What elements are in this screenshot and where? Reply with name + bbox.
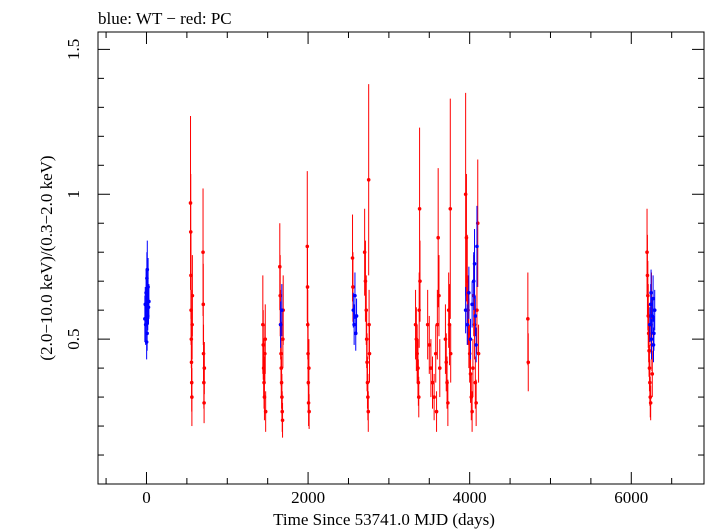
plot-frame	[97, 31, 705, 485]
data-point-pc	[470, 409, 474, 414]
data-point-pc	[201, 250, 205, 255]
data-point-pc	[476, 351, 481, 356]
data-point-pc	[280, 418, 285, 423]
data-point-pc	[351, 285, 355, 289]
data-point-pc	[202, 366, 207, 370]
data-point-pc	[437, 293, 441, 298]
y-tick-label: 0.5	[64, 329, 83, 350]
data-point-pc	[434, 409, 439, 414]
data-point-pc	[366, 409, 371, 414]
data-point-pc	[471, 366, 475, 370]
x-tick-label: 4000	[453, 488, 487, 507]
data-point-pc	[526, 317, 530, 321]
series-layer	[143, 84, 657, 438]
data-point-pc	[306, 401, 311, 405]
data-point-wt	[280, 308, 284, 312]
data-point-pc	[446, 401, 450, 405]
data-point-wt	[473, 314, 478, 318]
data-point-pc	[418, 279, 422, 283]
data-point-pc	[305, 285, 310, 289]
data-point-pc	[474, 401, 478, 405]
data-point-pc	[416, 395, 421, 399]
data-point-pc	[425, 322, 430, 327]
data-point-wt	[463, 308, 468, 312]
data-point-wt	[474, 343, 478, 347]
data-point-pc	[650, 372, 655, 376]
x-axis-label: Time Since 53741.0 MJD (days)	[273, 510, 495, 529]
data-point-pc	[475, 308, 479, 312]
data-point-pc	[307, 366, 311, 370]
data-point-pc	[526, 360, 531, 365]
data-point-pc	[202, 401, 206, 405]
data-point-wt	[467, 290, 471, 295]
data-point-pc	[433, 351, 438, 356]
data-point-pc	[430, 380, 435, 385]
data-point-pc	[429, 366, 433, 370]
data-point-pc	[190, 395, 194, 399]
data-point-wt	[649, 290, 653, 295]
x-tick-label: 2000	[291, 488, 325, 507]
data-point-wt	[143, 317, 147, 321]
data-point-pc	[645, 250, 649, 255]
data-point-pc	[437, 366, 442, 370]
data-point-wt	[352, 322, 356, 327]
data-point-wt	[353, 293, 357, 298]
axes-layer: 0 2000 4000 6000 0.5 1 1.5	[64, 32, 704, 507]
data-point-wt	[354, 314, 359, 318]
data-point-wt	[470, 302, 474, 307]
series-pc	[188, 84, 655, 438]
data-point-pc	[448, 351, 453, 356]
data-point-pc	[263, 337, 268, 341]
data-point-pc	[367, 351, 372, 356]
data-point-pc	[436, 235, 440, 240]
data-point-pc	[448, 206, 453, 211]
data-point-pc	[648, 401, 653, 405]
y-tick-label: 1.5	[64, 39, 83, 60]
data-point-pc	[435, 322, 440, 327]
data-point-wt	[649, 337, 654, 341]
data-point-wt	[145, 267, 150, 272]
data-point-wt	[652, 308, 657, 312]
data-point-pc	[417, 206, 422, 211]
data-point-wt	[651, 343, 656, 347]
data-point-pc	[190, 293, 195, 298]
data-point-pc	[307, 409, 311, 414]
series-wt	[143, 205, 657, 363]
data-point-pc	[366, 177, 371, 182]
data-point-wt	[475, 244, 479, 249]
x-tick-label: 6000	[614, 488, 648, 507]
y-tick-label: 1	[64, 190, 83, 199]
data-point-wt	[651, 296, 655, 301]
data-point-wt	[144, 340, 149, 344]
x-tick-label: 0	[142, 488, 151, 507]
y-axis-label: (2.0−10.0 keV)/(0.3−2.0 keV)	[37, 155, 56, 360]
data-point-wt	[465, 322, 470, 327]
chart-title: blue: WT − red: PC	[98, 9, 232, 28]
data-point-pc	[201, 302, 206, 307]
data-point-wt	[472, 261, 477, 266]
data-point-pc	[427, 343, 432, 347]
data-point-pc	[432, 395, 436, 399]
data-point-wt	[468, 337, 473, 341]
data-point-pc	[263, 409, 268, 414]
data-point-wt	[147, 299, 151, 304]
